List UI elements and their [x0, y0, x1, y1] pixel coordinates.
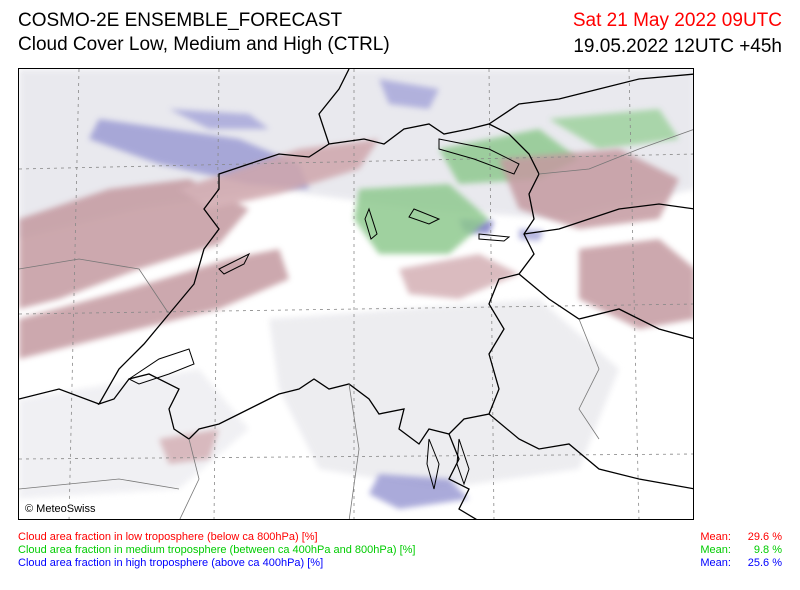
valid-time: Sat 21 May 2022 09UTC — [572, 10, 782, 31]
legend: Cloud area fraction in low troposphere (… — [18, 531, 415, 570]
country-borders — [19, 69, 693, 519]
copyright-label: © MeteoSwiss — [25, 503, 96, 515]
mean-low-value: 29.6 % — [747, 531, 782, 543]
mean-high-row: Mean: 25.6 % — [700, 557, 782, 570]
regional-borders — [19, 129, 693, 519]
legend-low-cloud: Cloud area fraction in low troposphere (… — [18, 531, 318, 543]
map-canvas — [19, 69, 693, 519]
mean-low-label: Mean: — [700, 531, 731, 543]
map-title: COSMO-2E ENSEMBLE_FORECAST — [18, 10, 343, 31]
mean-high-label: Mean: — [700, 557, 731, 569]
mean-low-row: Mean: 29.6 % — [700, 531, 782, 544]
low-cloud-layer — [19, 139, 693, 464]
medium-cloud-layer — [354, 109, 679, 254]
graticule — [19, 69, 693, 519]
map-subtitle: Cloud Cover Low, Medium and High (CTRL) — [18, 34, 390, 55]
lakes — [128, 138, 520, 490]
cloud-cover-map: © MeteoSwiss — [18, 68, 694, 520]
legend-medium-cloud: Cloud area fraction in medium tropospher… — [18, 544, 416, 556]
mean-values: Mean: 29.6 % Mean: 9.8 % Mean: 25.6 % — [700, 531, 782, 570]
mean-high-value: 25.6 % — [747, 557, 782, 569]
lead-time: 19.05.2022 12UTC +45h — [573, 36, 782, 57]
mean-medium-row: Mean: 9.8 % — [700, 544, 782, 557]
legend-high-cloud: Cloud area fraction in high troposphere … — [18, 557, 324, 569]
mean-medium-value: 9.8 % — [753, 544, 782, 556]
mean-medium-label: Mean: — [700, 544, 731, 556]
